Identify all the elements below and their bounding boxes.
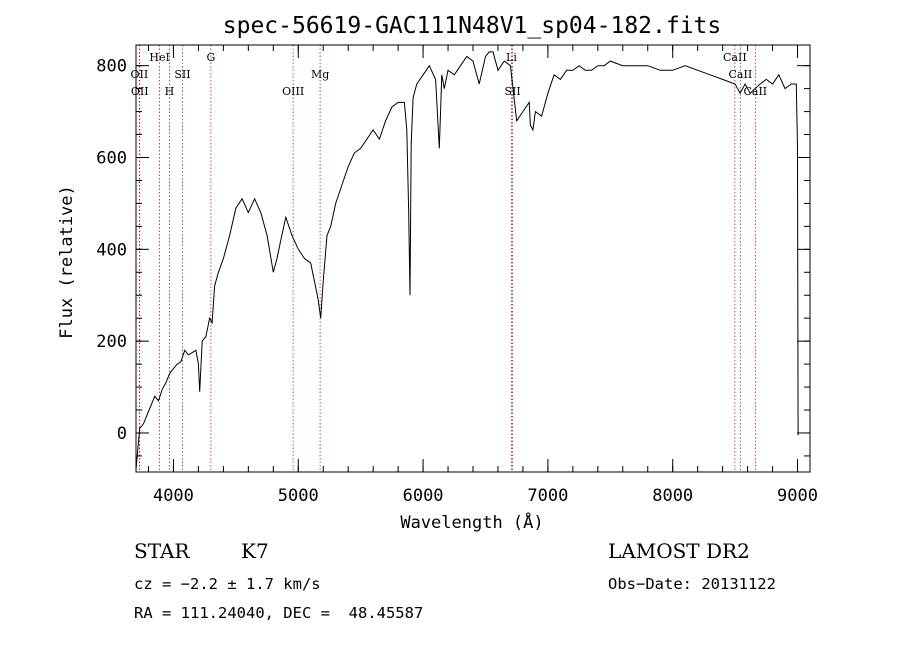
line-marker-label: OIII	[282, 85, 304, 98]
line-marker-label: G	[206, 51, 215, 64]
line-marker-label: CaII	[743, 85, 767, 98]
line-marker-label: SII	[174, 68, 190, 81]
x-tick-label: 8000	[652, 486, 693, 506]
line-marker-label: HeI	[149, 51, 169, 64]
survey-name: LAMOST DR2	[608, 539, 750, 563]
y-tick-label: 400	[96, 240, 127, 260]
plot-frame	[135, 44, 811, 473]
x-tick-label: 9000	[777, 486, 818, 506]
x-tick-label: 6000	[403, 486, 444, 506]
line-marker-label: SII	[504, 85, 520, 98]
chart-title: spec-56619-GAC111N48V1_sp04-182.fits	[223, 13, 722, 39]
line-marker-label: H	[165, 85, 175, 98]
coordinates: RA = 111.24040, DEC = 48.45587	[134, 604, 424, 622]
y-tick-label: 800	[96, 57, 127, 77]
y-tick-label: 600	[96, 148, 127, 168]
redshift-cz: cz = −2.2 ± 1.7 km/s	[134, 575, 321, 593]
y-tick-label: 200	[96, 332, 127, 352]
line-marker-label: Mg	[311, 68, 329, 81]
y-tick-label: 0	[117, 424, 127, 444]
axis-ticks: 4000 5000 6000 7000 8000 9000 0 200 400 600 800	[96, 45, 818, 506]
line-marker-label: CaII	[723, 51, 747, 64]
flux-series-line	[135, 51, 799, 470]
x-axis-label: Wavelength (Å)	[400, 511, 543, 533]
x-tick-label: 4000	[153, 486, 194, 506]
line-marker-label: OII	[131, 85, 149, 98]
line-marker-label: Li	[506, 51, 517, 64]
line-marker-label: CaII	[729, 68, 753, 81]
x-tick-label: 7000	[527, 486, 568, 506]
x-tick-label: 5000	[278, 486, 319, 506]
object-subclass: K7	[241, 539, 269, 563]
object-class: STAR	[134, 539, 190, 563]
obs-date: Obs−Date: 20131122	[608, 575, 776, 593]
y-axis-label: Flux (relative)	[57, 185, 77, 339]
spectrum-chart: spec-56619-GAC111N48V1_sp04-182.fits OII…	[57, 13, 818, 533]
